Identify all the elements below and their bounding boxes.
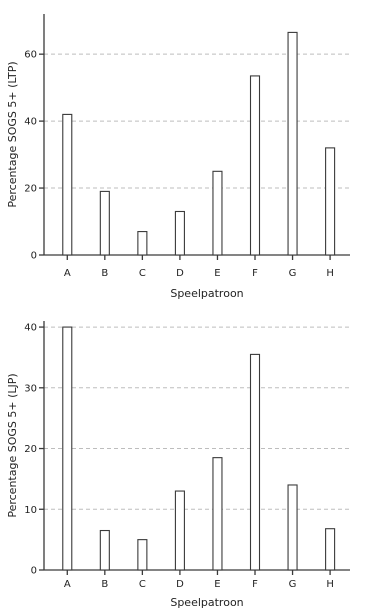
x-tick-label: D (176, 268, 184, 279)
x-tick-label: F (252, 268, 258, 279)
x-tick-label: E (214, 268, 220, 279)
x-tick-label: G (289, 268, 297, 279)
x-tick-label: H (326, 268, 334, 279)
x-tick-label: B (101, 579, 108, 590)
bar-e (212, 170, 223, 256)
x-tick-label: H (326, 579, 334, 590)
x-tick-label: F (252, 579, 258, 590)
x-tick-label: C (139, 579, 146, 590)
bar-chart-ltp: 0 20 40 60 A B C D E F G H Speelpatroon Percentage SO… (6, 14, 350, 300)
bar-h (325, 528, 336, 571)
y-axis-title: Percentage SOGS 5+ (LTP) (6, 61, 19, 207)
x-tick-label: C (139, 268, 146, 279)
bar-chart-ljp: 0 10 20 30 40 A B C D E F G H Speelpatroon Percentage … (6, 321, 350, 609)
x-tick-label: D (176, 579, 184, 590)
y-tick-label: 30 (24, 383, 37, 394)
bar-c (137, 539, 148, 571)
y-tick-label: 0 (31, 251, 37, 262)
y-tick-label: 0 (31, 566, 37, 577)
y-tick-label: 40 (24, 117, 37, 128)
x-tick-label: A (64, 579, 71, 590)
bar-b (99, 529, 110, 571)
bar-e (212, 457, 223, 571)
bar-b (99, 190, 110, 256)
bar-c (137, 231, 148, 256)
bar-d (174, 490, 185, 571)
bar-f (249, 75, 261, 256)
x-tick-label: B (101, 268, 108, 279)
bar-d (174, 210, 185, 256)
bar-f (249, 353, 261, 571)
y-tick-label: 40 (24, 323, 37, 334)
x-tick-label: E (214, 579, 220, 590)
y-axis-title: Percentage SOGS 5+ (LJP) (6, 373, 19, 517)
x-axis-title: Speelpatroon (170, 596, 243, 609)
bar-a (62, 326, 73, 571)
y-tick-label: 10 (24, 505, 37, 516)
bar-a (62, 113, 73, 256)
bar-h (325, 147, 336, 256)
x-axis-title: Speelpatroon (170, 287, 243, 300)
x-tick-label: G (289, 579, 297, 590)
x-tick-label: A (64, 268, 71, 279)
bar-g (287, 31, 298, 256)
y-tick-label: 20 (24, 444, 37, 455)
bar-g (287, 484, 298, 571)
y-tick-label: 20 (24, 184, 37, 195)
y-tick-label: 60 (24, 50, 37, 61)
